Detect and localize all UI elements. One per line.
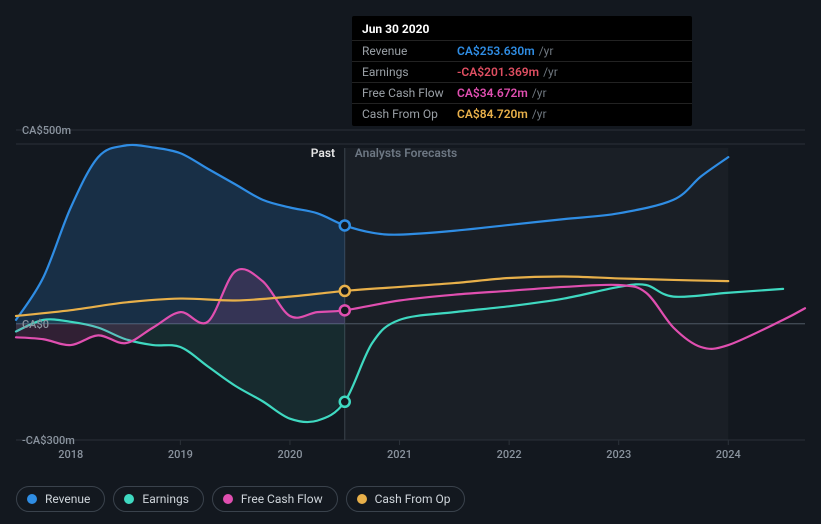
chart-legend: Revenue Earnings Free Cash Flow Cash From O…: [16, 486, 465, 512]
chart-tooltip: Jun 30 2020 RevenueCA$253.630m/yrEarning…: [352, 16, 692, 126]
legend-item-label: Revenue: [45, 492, 90, 506]
tooltip-row-label: Earnings: [362, 65, 457, 79]
y-axis-bottom-label: -CA$300m: [22, 434, 75, 447]
tooltip-row-value: CA$253.630m: [457, 44, 535, 58]
tooltip-date: Jun 30 2020: [352, 22, 692, 40]
x-axis-tick-label: 2024: [716, 448, 741, 461]
x-axis-tick-label: 2019: [168, 448, 193, 461]
x-axis-tick-label: 2018: [58, 448, 83, 461]
tooltip-row-value: CA$84.720m: [457, 107, 528, 121]
legend-dot-icon: [357, 494, 367, 504]
y-axis-top-label: CA$500m: [22, 124, 71, 137]
legend-dot-icon: [124, 494, 134, 504]
tooltip-row-label: Free Cash Flow: [362, 86, 457, 100]
legend-item-cfo[interactable]: Cash From Op: [346, 486, 466, 512]
tooltip-row: RevenueCA$253.630m/yr: [352, 40, 692, 61]
y-axis-zero-label: CA$0: [22, 318, 49, 331]
legend-item-label: Free Cash Flow: [241, 492, 323, 506]
forecast-section-label: Analysts Forecasts: [355, 146, 457, 160]
past-section-label: Past: [311, 146, 335, 160]
tooltip-row-unit: /yr: [532, 107, 547, 121]
legend-item-earnings[interactable]: Earnings: [113, 486, 204, 512]
tooltip-row-unit: /yr: [539, 44, 554, 58]
legend-dot-icon: [223, 494, 233, 504]
tooltip-row-label: Revenue: [362, 44, 457, 58]
legend-item-fcf[interactable]: Free Cash Flow: [212, 486, 338, 512]
x-axis-tick-label: 2020: [277, 448, 302, 461]
legend-item-revenue[interactable]: Revenue: [16, 486, 105, 512]
x-axis-tick-label: 2023: [606, 448, 631, 461]
legend-item-label: Cash From Op: [375, 492, 451, 506]
tooltip-row: Earnings-CA$201.369m/yr: [352, 61, 692, 82]
financial-chart: Jun 30 2020 RevenueCA$253.630m/yrEarning…: [0, 0, 821, 524]
tooltip-row-value: CA$34.672m: [457, 86, 528, 100]
tooltip-row-label: Cash From Op: [362, 107, 457, 121]
x-axis-tick-label: 2022: [497, 448, 522, 461]
tooltip-row-unit: /yr: [532, 86, 547, 100]
legend-dot-icon: [27, 494, 37, 504]
x-axis-tick-label: 2021: [387, 448, 412, 461]
legend-item-label: Earnings: [142, 492, 189, 506]
tooltip-row: Cash From OpCA$84.720m/yr: [352, 103, 692, 124]
tooltip-row: Free Cash FlowCA$34.672m/yr: [352, 82, 692, 103]
tooltip-row-value: -CA$201.369m: [457, 65, 539, 79]
tooltip-row-unit: /yr: [543, 65, 558, 79]
